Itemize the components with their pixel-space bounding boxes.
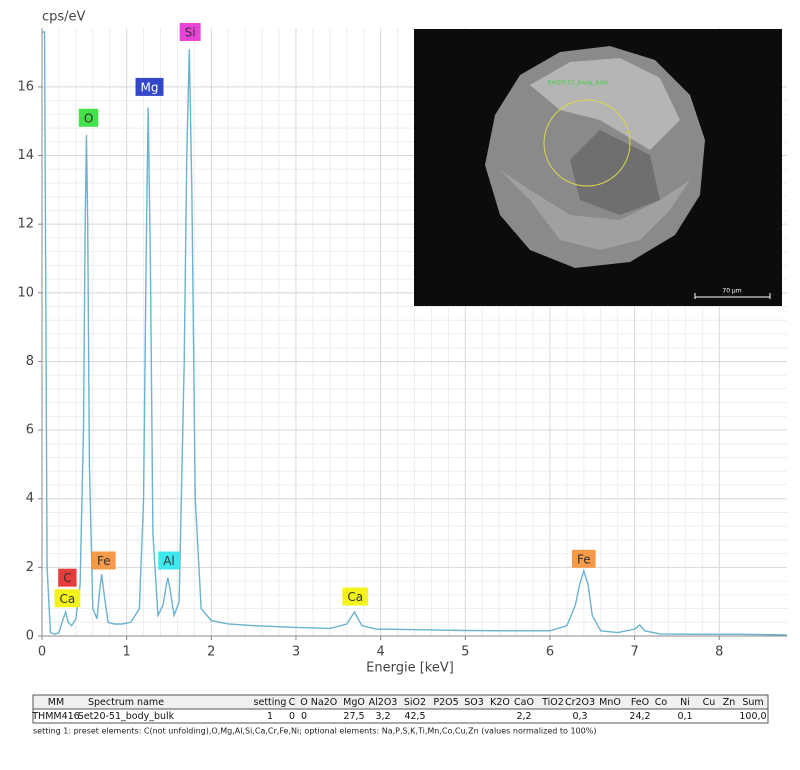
table-header-row	[32, 694, 769, 710]
peak-label-box	[135, 77, 164, 96]
table-header: MM	[48, 697, 64, 708]
table-header: FeO	[631, 697, 649, 708]
peak-label: Al	[163, 554, 175, 568]
y-tick-label: 6	[26, 423, 34, 438]
y-tick-label: 0	[26, 629, 34, 644]
peak-label-box	[54, 589, 81, 608]
peak-label: Fe	[577, 552, 591, 566]
y-tick-label: 8	[26, 354, 34, 369]
table-header: Al2O3	[369, 697, 398, 708]
table-header: C	[289, 697, 296, 708]
peak-label-box	[58, 568, 77, 587]
x-tick-label: 4	[376, 645, 384, 660]
table-cell: 42,5	[404, 711, 425, 722]
peak-label-box	[179, 23, 201, 41]
x-tick-label: 2	[207, 645, 215, 660]
table-header: Ni	[680, 697, 690, 708]
peak-label-box	[158, 551, 180, 570]
x-tick-label: 6	[546, 645, 554, 660]
table-cell: 24,2	[629, 711, 650, 722]
table-header: TiO2	[541, 697, 564, 708]
results-table: MM Spectrum name setting C O Na2O MgO Al2O3 SiO2…	[31, 694, 769, 724]
x-tick-label: 3	[292, 645, 300, 660]
x-tick-label: 5	[461, 645, 469, 660]
table-header: Na2O	[311, 697, 337, 708]
grain-facet	[570, 130, 660, 215]
y-tick-label: 4	[26, 491, 34, 506]
peak-label-box	[571, 549, 596, 568]
peak-label-box	[342, 587, 369, 606]
x-tick-label: 8	[715, 645, 723, 660]
table-header: P2O5	[433, 697, 458, 708]
peak-label: O	[84, 111, 93, 125]
table-cell: 0	[301, 711, 307, 722]
table-cell: 0	[289, 711, 295, 722]
table-cell: 0,3	[572, 711, 587, 722]
table-header: SiO2	[404, 697, 426, 708]
peak-labels: C Ca O Fe Mg Al Si Ca Fe	[54, 23, 596, 608]
scale-label: 70 µm	[722, 288, 741, 295]
x-tick-label: 1	[123, 645, 131, 660]
table-header: Cr2O3	[565, 697, 595, 708]
table-cell: 27,5	[343, 711, 364, 722]
table-cell: 2,2	[516, 711, 531, 722]
y-tick-label: 16	[17, 79, 34, 94]
table-cell: 3,2	[375, 711, 390, 722]
plot	[42, 31, 787, 636]
peak-label-box	[78, 108, 99, 127]
sem-image: Set20-51_body_bulk 70 µm	[414, 29, 782, 306]
spectrum-line	[42, 31, 787, 636]
y-tick-label: 2	[26, 560, 34, 575]
table-header: MnO	[599, 697, 621, 708]
table-header: Co	[655, 697, 668, 708]
region-marker	[543, 99, 631, 187]
table-header: SO3	[464, 697, 484, 708]
grain-facet	[500, 170, 690, 250]
x-tick-label: 7	[630, 645, 638, 660]
peak-label: C	[63, 571, 71, 585]
peak-label: Mg	[141, 80, 159, 94]
table-header: MgO	[343, 697, 365, 708]
table-header: O	[300, 697, 307, 708]
table-cell: THMM416	[31, 711, 79, 722]
y-tick-label: 10	[17, 285, 34, 300]
table-header: Zn	[723, 697, 736, 708]
y-tick-label: 14	[17, 148, 34, 163]
table-header: setting	[254, 697, 287, 708]
table-note: setting 1: preset elements: C(not unfold…	[33, 727, 596, 736]
table-cell: 1	[267, 711, 273, 722]
table-header: Cu	[703, 697, 716, 708]
peak-label-box	[91, 551, 116, 570]
x-axis-label: Energie [keV]	[366, 661, 454, 676]
peak-label: Si	[185, 26, 196, 40]
table-header: K2O	[490, 697, 510, 708]
y-tick-label: 12	[17, 217, 34, 232]
table-header: Spectrum name	[88, 697, 164, 708]
x-tick-label: 0	[38, 645, 46, 660]
peak-label: Fe	[97, 554, 111, 568]
region-label: Set20-51_body_bulk	[548, 80, 609, 87]
table-cell: Set20-51_body_bulk	[78, 711, 175, 722]
table-cell: 100,0	[739, 711, 766, 722]
y-axis-label: cps/eV	[42, 10, 86, 25]
peak-label: Ca	[60, 592, 76, 606]
table-cell: 0,1	[677, 711, 692, 722]
table-header: CaO	[514, 697, 534, 708]
table-header: Sum	[742, 697, 763, 708]
peak-label: Ca	[347, 590, 363, 604]
